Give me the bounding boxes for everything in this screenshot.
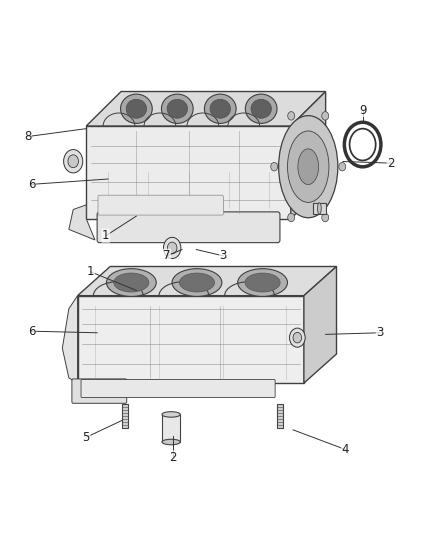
FancyBboxPatch shape [97,212,280,243]
Ellipse shape [205,94,236,124]
Text: 6: 6 [28,178,35,191]
Text: 3: 3 [220,249,227,262]
Text: 1: 1 [87,265,94,278]
Circle shape [167,242,177,254]
Text: 2: 2 [170,451,177,464]
Bar [122,405,128,428]
Ellipse shape [172,269,222,296]
Text: 1: 1 [102,229,110,242]
Ellipse shape [167,99,187,118]
Ellipse shape [106,269,156,296]
Text: 9: 9 [359,103,366,117]
Ellipse shape [114,273,149,292]
Polygon shape [78,266,336,296]
FancyBboxPatch shape [72,379,127,403]
Polygon shape [78,296,304,383]
Circle shape [271,163,278,171]
Bar [162,415,180,442]
Text: 5: 5 [83,431,90,444]
Circle shape [68,155,78,168]
Text: 8: 8 [24,130,31,143]
Ellipse shape [318,203,321,214]
Ellipse shape [162,411,180,417]
Circle shape [322,111,329,120]
Polygon shape [304,266,336,383]
Circle shape [322,213,329,222]
Ellipse shape [245,94,277,124]
Ellipse shape [180,273,215,292]
Bar [313,203,325,214]
Ellipse shape [245,273,280,292]
Text: 7: 7 [163,249,170,262]
Circle shape [288,111,295,120]
Circle shape [64,150,83,173]
Ellipse shape [162,94,193,124]
Bar [277,405,283,428]
Circle shape [163,237,181,259]
Polygon shape [291,92,325,219]
Text: 4: 4 [342,443,349,456]
Polygon shape [69,205,95,240]
Ellipse shape [238,269,287,296]
Polygon shape [62,296,78,383]
FancyBboxPatch shape [81,379,275,398]
FancyBboxPatch shape [98,195,223,215]
Ellipse shape [251,99,272,118]
Text: 3: 3 [376,326,384,340]
Ellipse shape [287,131,329,203]
Text: 6: 6 [28,325,35,338]
Text: 2: 2 [387,157,395,169]
Circle shape [290,328,305,347]
Circle shape [288,213,295,222]
Circle shape [339,163,346,171]
Ellipse shape [298,149,318,184]
Ellipse shape [210,99,230,118]
Ellipse shape [162,439,180,445]
Ellipse shape [126,99,147,118]
Ellipse shape [120,94,152,124]
Ellipse shape [279,116,338,217]
Polygon shape [86,126,291,219]
Circle shape [293,333,302,343]
Polygon shape [86,92,325,126]
